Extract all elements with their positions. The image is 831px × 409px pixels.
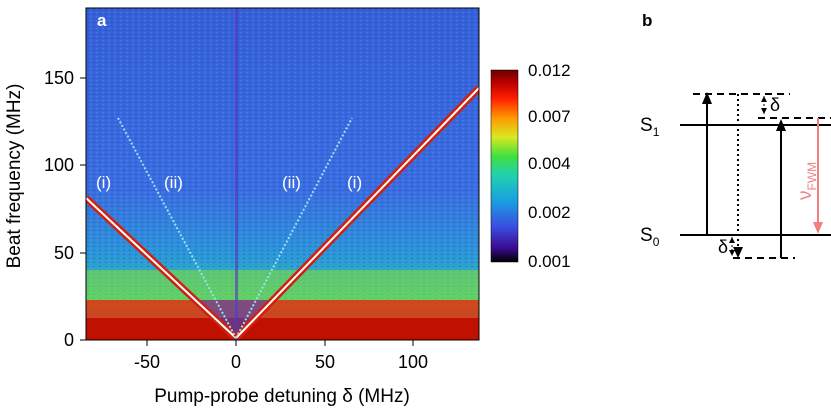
- panel-label-a: a: [97, 11, 107, 30]
- level-s1-label: S1: [640, 115, 660, 139]
- feature-label-ii-right: (ii): [282, 173, 301, 192]
- panel-label-b: b: [642, 11, 652, 30]
- y-tick-label: 150: [44, 68, 74, 88]
- y-tick-label: 50: [54, 243, 74, 263]
- colorbar-gradient-bar: [490, 69, 519, 263]
- feature-label-i-right: (i): [347, 173, 362, 192]
- colorbar-tick-label: 0.007: [528, 107, 571, 126]
- stimulated-arrow-head: [733, 247, 743, 258]
- delta-lower-arrow-top: [729, 237, 735, 243]
- colorbar-tick-label: 0.004: [528, 154, 571, 173]
- low-freq-band-darkred: [86, 318, 479, 340]
- y-axis: 0 50 100 150 Beat frequency (MHz): [4, 68, 86, 350]
- probe-arrow-head: [776, 119, 786, 131]
- feature-label-i-left: (i): [96, 173, 111, 192]
- origin-wedge: [200, 300, 272, 340]
- x-tick-label: 50: [315, 352, 335, 372]
- y-tick-label: 100: [44, 155, 74, 175]
- pump-arrow-head: [702, 92, 712, 104]
- energy-diagram-panel: b S1 S0 νFWM δ δ: [640, 11, 831, 259]
- fwm-label: νFWM: [795, 162, 819, 200]
- y-tick-label: 0: [64, 330, 74, 350]
- x-axis: -50 0 50 100 Pump-probe detuning δ (MHz): [134, 340, 428, 407]
- colorbar: 0.012 0.007 0.004 0.002 0.001: [490, 61, 571, 271]
- zero-detuning-stripe: [235, 8, 238, 340]
- colorbar-tick-label: 0.012: [528, 61, 571, 80]
- level-s0-label: S0: [640, 225, 660, 249]
- line-i-right: [235, 87, 479, 339]
- plot-frame: [85, 7, 480, 341]
- fwm-arrow-head: [813, 222, 823, 234]
- delta-upper-arrow-top: [761, 96, 767, 102]
- x-tick-label: 100: [398, 352, 428, 372]
- delta-lower-arrow-bottom: [729, 250, 735, 256]
- line-ii-right: [235, 117, 353, 339]
- line-ii-left: [117, 117, 237, 339]
- y-axis-label: Beat frequency (MHz): [4, 84, 25, 269]
- x-tick-label: -50: [134, 352, 160, 372]
- x-tick-label: 0: [231, 352, 241, 372]
- delta-upper-label: δ: [770, 95, 780, 115]
- colorbar-tick-label: 0.002: [528, 203, 571, 222]
- feature-label-ii-left: (ii): [164, 173, 183, 192]
- delta-lower-label: δ: [718, 237, 728, 257]
- x-axis-label: Pump-probe detuning δ (MHz): [154, 386, 410, 407]
- heatmap-panel: (i) (ii) (ii) (i) a -50 0 50 100 Pump-pr…: [4, 7, 571, 407]
- heatmap-area: [86, 8, 479, 340]
- delta-upper-arrow-bottom: [761, 108, 767, 114]
- line-i-left: [86, 197, 237, 339]
- colorbar-tick-label: 0.001: [528, 252, 571, 271]
